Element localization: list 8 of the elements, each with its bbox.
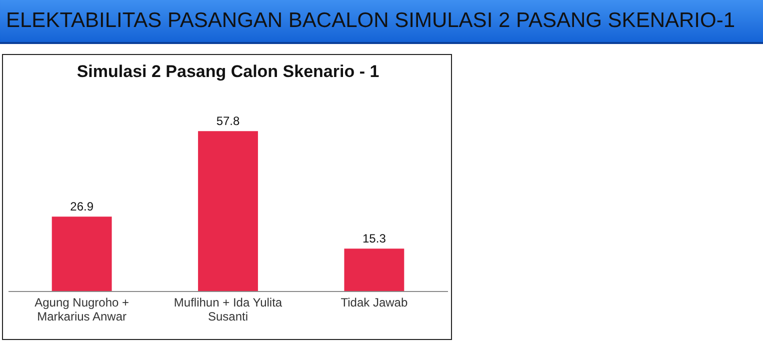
chart-title: ELEKTABILITAS PASANGAN BACALON SIMULASI 2 PASANG SKENARIO-1 [0,0,763,44]
x-tick-label: Muflihun + Ida Yulita Susanti [174,296,282,324]
data-label: 15.3 [362,232,386,246]
chart-subtitle: Simulasi 2 Pasang Calon Skenario - 1 [76,62,380,82]
x-tick-label: Agung Nugroho + Markarius Anwar [34,296,130,324]
x-tick-label: Tidak Jawab [340,296,408,310]
data-label: 26.9 [70,200,94,214]
data-label: 57.8 [216,114,240,128]
